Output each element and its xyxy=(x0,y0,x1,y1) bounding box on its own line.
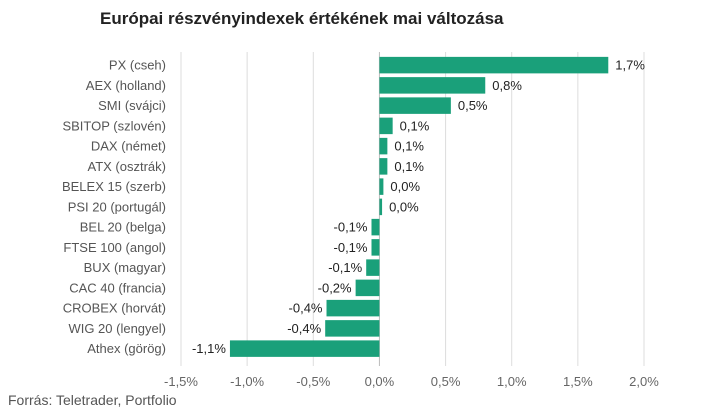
bar xyxy=(379,97,451,114)
data-label: -0,4% xyxy=(289,301,323,316)
x-tick-label: 1,5% xyxy=(563,374,593,389)
x-tick-label: 2,0% xyxy=(629,374,659,389)
bar xyxy=(355,279,380,297)
x-tick-label: 1,0% xyxy=(497,374,527,389)
data-label: -0,1% xyxy=(334,240,368,255)
chart-title: Európai részvényindexek értékének mai vá… xyxy=(100,9,504,28)
bar xyxy=(326,299,380,317)
category-label: WIG 20 (lengyel) xyxy=(68,321,166,336)
bar xyxy=(379,158,388,175)
data-label: 0,1% xyxy=(400,118,430,133)
x-tick-label: -1,5% xyxy=(164,374,198,389)
data-label: -1,1% xyxy=(192,341,226,356)
category-label: AEX (holland) xyxy=(86,78,166,93)
category-label: SBITOP (szlovén) xyxy=(62,118,166,133)
data-label: 1,7% xyxy=(615,58,645,73)
data-label: -0,1% xyxy=(334,220,368,235)
category-label: CAC 40 (francia) xyxy=(69,280,166,295)
bar xyxy=(379,198,383,216)
bars xyxy=(229,56,609,357)
bar xyxy=(366,259,380,276)
bar xyxy=(325,320,380,337)
category-label: BEL 20 (belga) xyxy=(80,220,166,235)
bar xyxy=(379,178,384,195)
bar xyxy=(379,77,486,94)
x-tick-label: 0,5% xyxy=(431,374,461,389)
category-label: FTSE 100 (angol) xyxy=(63,240,166,255)
category-label: ATX (osztrák) xyxy=(88,159,167,174)
category-label: PSI 20 (portugál) xyxy=(68,199,166,214)
data-label: -0,4% xyxy=(287,321,321,336)
data-label: 0,1% xyxy=(394,139,424,154)
data-label: 0,5% xyxy=(458,98,488,113)
category-label: BELEX 15 (szerb) xyxy=(62,179,166,194)
x-tick-label: 0,0% xyxy=(365,374,395,389)
data-label: 0,0% xyxy=(390,179,420,194)
source-note: Forrás: Teletrader, Portfolio xyxy=(8,392,177,408)
bar xyxy=(379,137,388,155)
x-tick-label: -0,5% xyxy=(296,374,330,389)
bar xyxy=(371,239,380,256)
bar xyxy=(379,56,609,74)
data-label: 0,0% xyxy=(389,199,419,214)
data-label: -0,1% xyxy=(328,260,362,275)
bar xyxy=(379,117,393,135)
category-label: Athex (görög) xyxy=(87,341,166,356)
x-tick-label: -1,0% xyxy=(230,374,264,389)
category-label: SMI (svájci) xyxy=(98,98,166,113)
category-label: PX (cseh) xyxy=(109,58,166,73)
category-label: CROBEX (horvát) xyxy=(63,301,166,316)
data-label: 0,8% xyxy=(492,78,522,93)
bar xyxy=(371,218,380,236)
bar xyxy=(229,340,380,357)
data-label: -0,2% xyxy=(318,280,352,295)
category-label: DAX (német) xyxy=(91,139,166,154)
labels: PX (cseh) 1,7% AEX (holland) 0,8% SMI (svájc… xyxy=(62,58,645,357)
data-label: 0,1% xyxy=(394,159,424,174)
category-label: BUX (magyar) xyxy=(84,260,166,275)
x-axis-ticks: -1,5% -1,0% -0,5% 0,0% 0,5% 1,0% 1,5% 2,0% xyxy=(164,374,659,389)
